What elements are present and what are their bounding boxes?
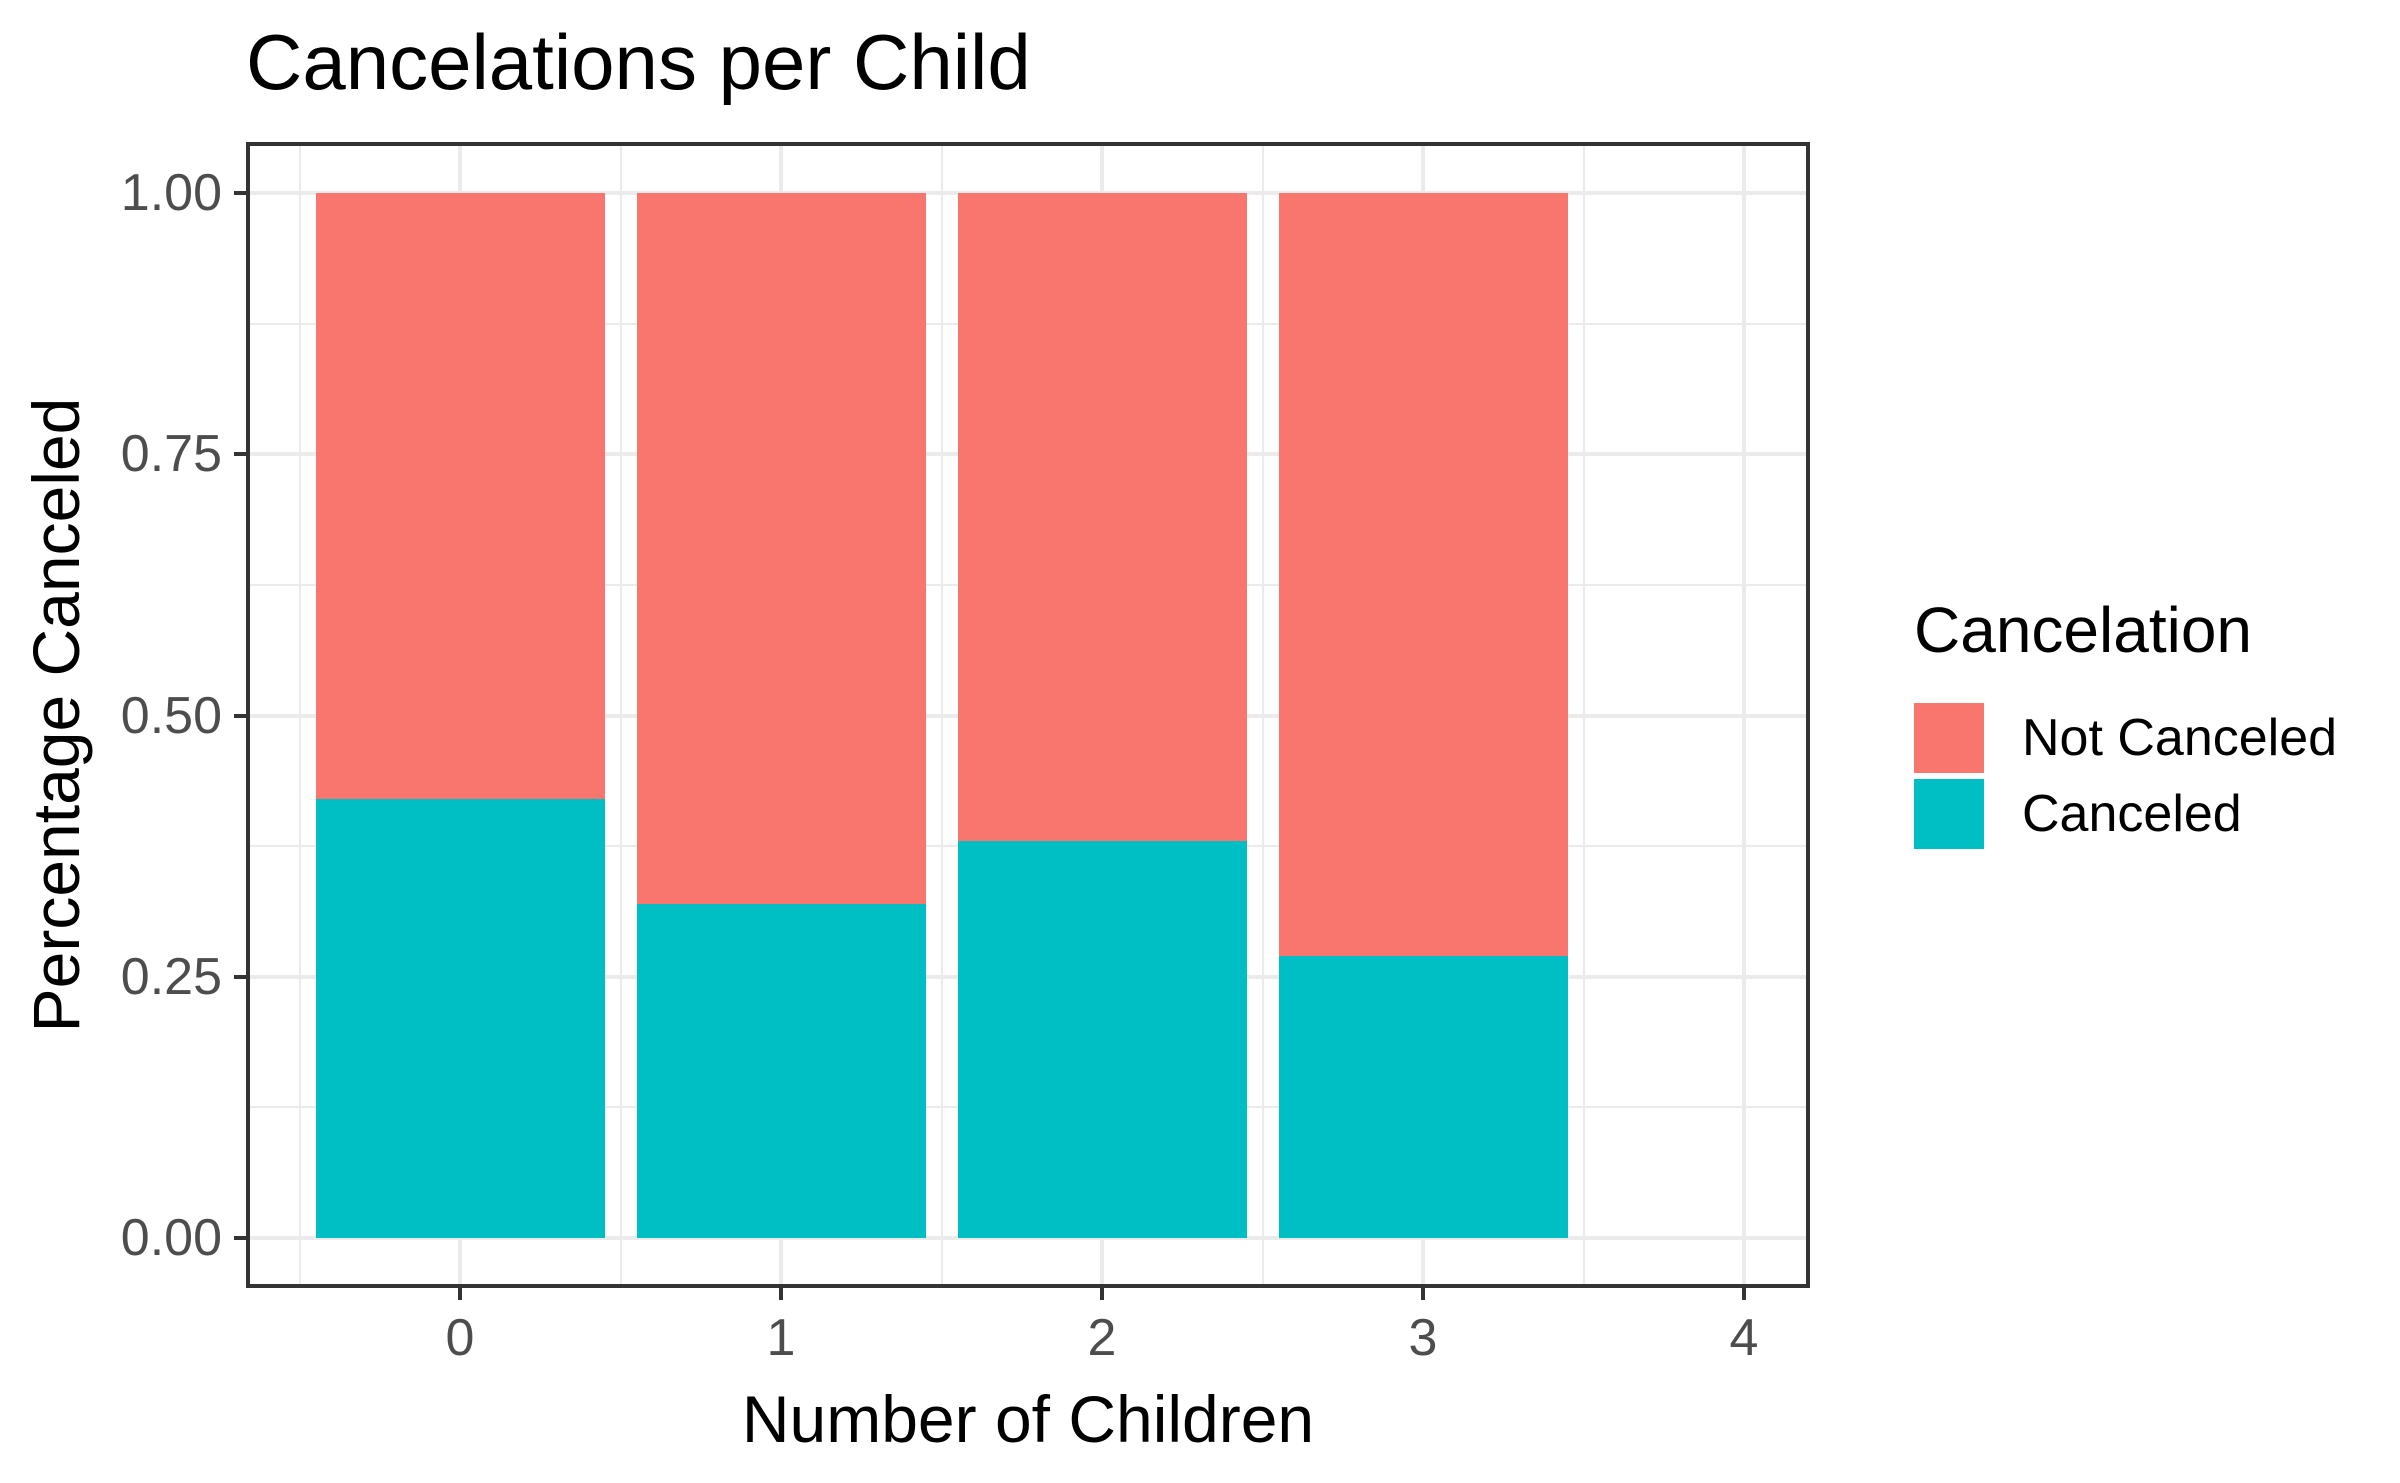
- x-axis-title: Number of Children: [741, 1382, 1315, 1456]
- y-axis-tick: [234, 452, 246, 457]
- y-axis-tick: [234, 191, 246, 195]
- bar-segment-not-canceled: [636, 193, 926, 904]
- bar-segment-not-canceled: [1278, 193, 1568, 956]
- x-axis-tick: [1100, 1288, 1104, 1300]
- y-tick-label: 0.75: [120, 425, 222, 484]
- legend-title: Cancelation: [1914, 594, 2252, 666]
- y-tick-label: 0.25: [120, 947, 222, 1006]
- x-tick-label: 2: [1087, 1309, 1117, 1367]
- x-tick-label: 1: [766, 1309, 796, 1367]
- legend: Cancelation Not Canceled Canceled: [1914, 598, 2337, 855]
- legend-label: Canceled: [2022, 785, 2242, 843]
- gridline-major-x: [1742, 142, 1746, 1288]
- x-tick-label: 0: [445, 1309, 475, 1367]
- x-tick-label: 3: [1408, 1309, 1438, 1367]
- legend-label: Not Canceled: [2022, 709, 2338, 767]
- bar-segment-canceled: [1278, 955, 1568, 1238]
- x-axis-tick: [1421, 1288, 1425, 1300]
- legend-swatch: [1914, 703, 1984, 773]
- y-axis-tick: [234, 1236, 246, 1240]
- x-tick-label: 4: [1729, 1309, 1759, 1367]
- x-axis-tick: [779, 1288, 783, 1300]
- legend-item: Not Canceled: [1914, 703, 2337, 773]
- bar-segment-canceled: [636, 903, 926, 1238]
- legend-item: Canceled: [1914, 779, 2337, 849]
- chart-title: Cancelations per Child: [246, 18, 1031, 106]
- y-axis-tick: [234, 713, 246, 718]
- y-tick-label: 0.00: [120, 1209, 222, 1267]
- bar-segment-not-canceled: [315, 193, 605, 800]
- y-axis-tick: [234, 974, 246, 979]
- bar-segment-canceled: [315, 799, 605, 1238]
- x-axis-tick: [458, 1288, 462, 1300]
- gridline-major-y: [246, 1236, 1810, 1240]
- y-tick-label: 0.50: [120, 686, 222, 745]
- bar-segment-canceled: [957, 840, 1247, 1238]
- bar-segment-not-canceled: [957, 193, 1247, 841]
- legend-swatch: [1914, 779, 1984, 849]
- x-axis-tick: [1742, 1288, 1746, 1300]
- y-tick-label: 1.00: [120, 164, 222, 222]
